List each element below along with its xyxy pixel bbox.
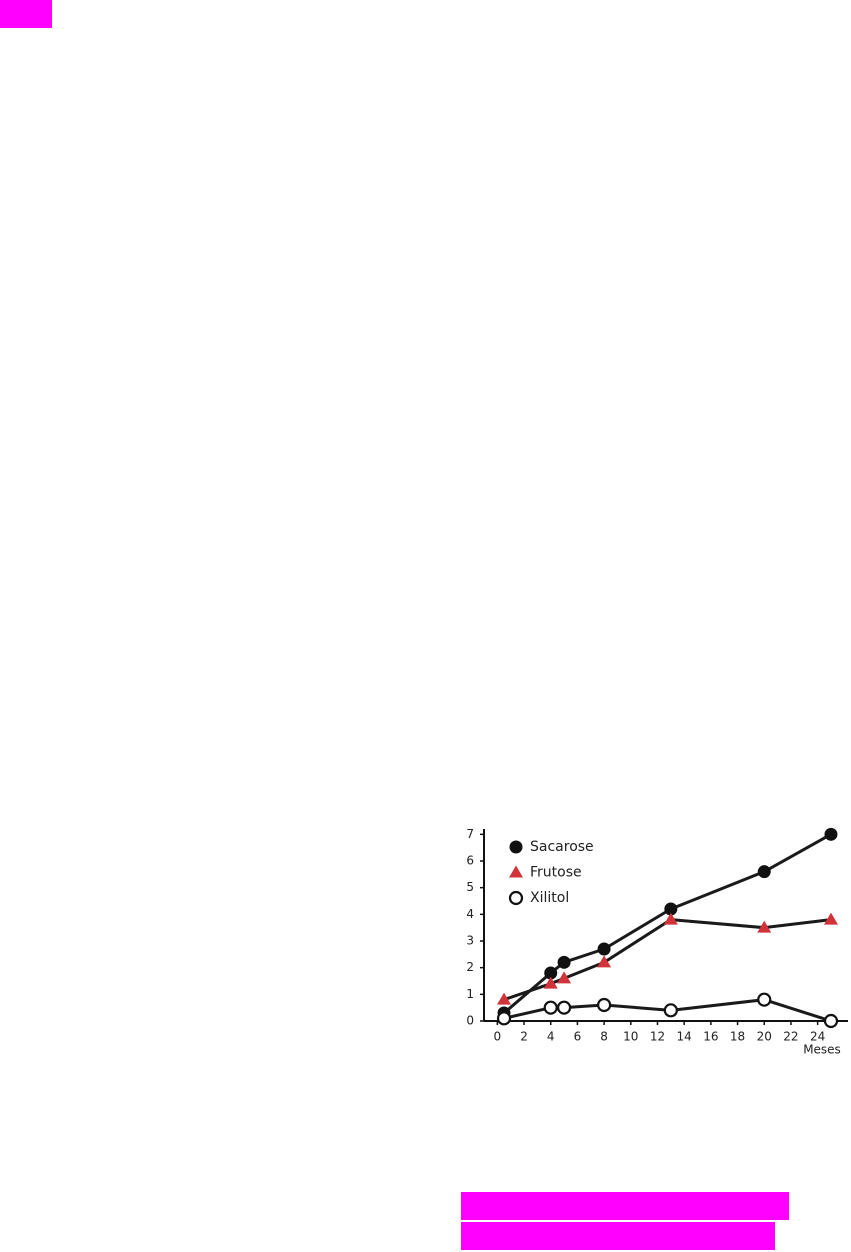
marker — [823, 1013, 839, 1029]
y-tick-label: 7 — [466, 827, 474, 841]
redaction-block — [0, 0, 52, 28]
marker — [824, 827, 838, 841]
marker — [597, 955, 612, 968]
y-tick-label: 1 — [466, 987, 474, 1001]
x-axis-label: Meses — [803, 1043, 841, 1057]
x-tick-label: 10 — [623, 1030, 638, 1044]
legend-label: Sacarose — [530, 839, 594, 855]
y-tick-label: 4 — [466, 907, 474, 921]
legend-marker — [509, 865, 523, 878]
marker — [557, 971, 572, 984]
legend-marker — [509, 840, 523, 854]
x-tick-label: 18 — [730, 1030, 745, 1044]
x-tick-label: 12 — [650, 1030, 665, 1044]
marker — [543, 1000, 558, 1015]
y-tick-label: 0 — [466, 1014, 474, 1028]
marker — [757, 992, 772, 1007]
x-tick-label: 0 — [494, 1030, 502, 1044]
marker — [543, 976, 558, 989]
redaction-block — [461, 1192, 789, 1220]
marker — [757, 865, 771, 879]
marker — [544, 966, 558, 980]
legend-label: Xilitol — [530, 890, 569, 906]
marker — [597, 997, 612, 1013]
y-tick-label: 2 — [466, 960, 474, 974]
marker — [663, 1003, 678, 1018]
x-tick-label: 24 — [810, 1030, 825, 1044]
x-tick-label: 22 — [783, 1030, 798, 1044]
x-tick-label: 8 — [600, 1030, 608, 1044]
marker — [557, 955, 571, 969]
x-tick-label: 2 — [520, 1030, 528, 1044]
marker — [597, 942, 611, 956]
y-tick-label: 5 — [466, 880, 474, 894]
x-tick-label: 6 — [574, 1030, 582, 1044]
x-tick-label: 16 — [703, 1030, 718, 1044]
x-tick-label: 20 — [757, 1030, 772, 1044]
marker — [663, 912, 678, 925]
marker — [757, 920, 772, 933]
y-tick-label: 6 — [466, 854, 474, 868]
marker — [497, 992, 512, 1005]
redaction-block — [461, 1222, 775, 1250]
marker — [823, 912, 838, 925]
marker — [556, 1000, 572, 1015]
marker — [496, 1011, 512, 1026]
x-tick-label: 14 — [677, 1030, 692, 1044]
legend-marker — [508, 890, 524, 906]
legend-label: Frutose — [530, 865, 582, 881]
marker — [664, 902, 678, 916]
x-tick-label: 4 — [547, 1030, 555, 1044]
y-tick-label: 3 — [466, 934, 474, 948]
